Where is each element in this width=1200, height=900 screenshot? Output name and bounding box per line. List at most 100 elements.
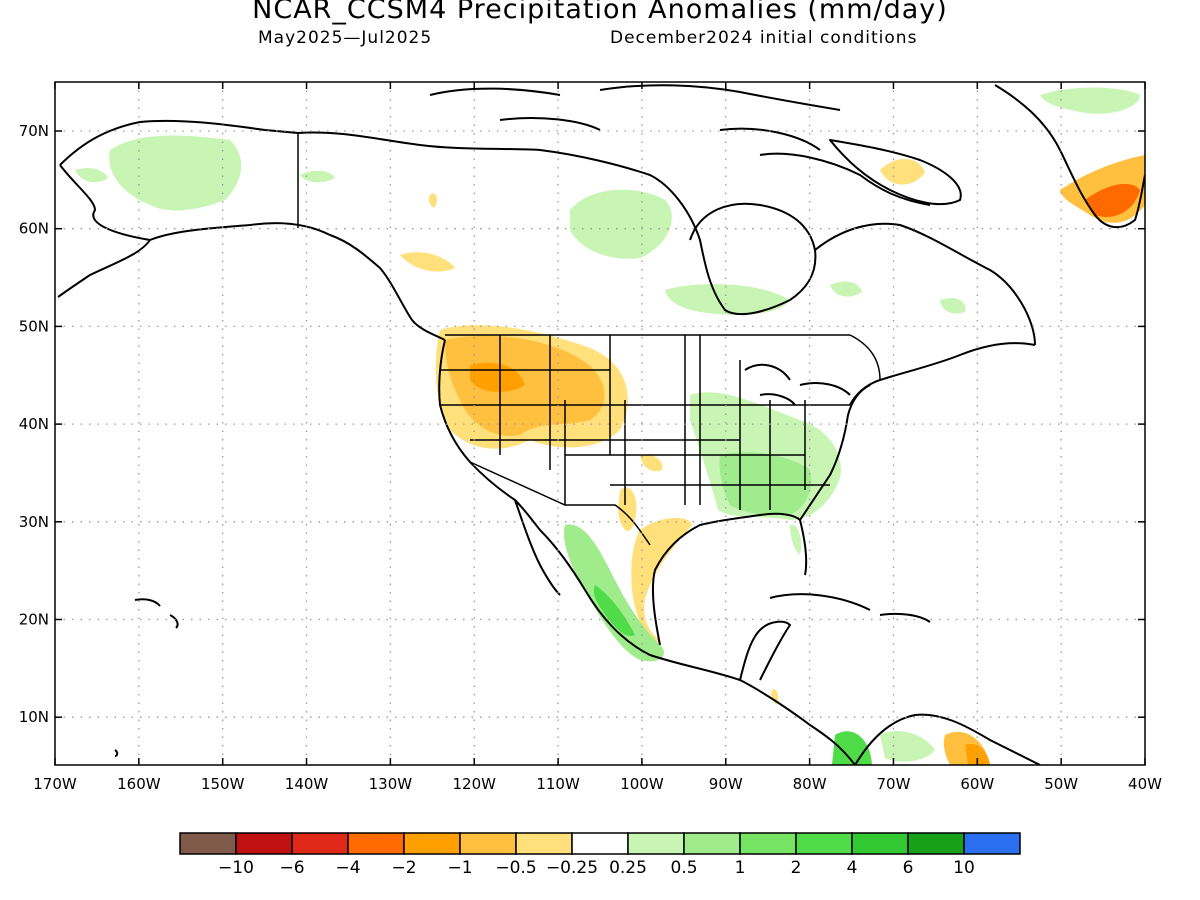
legend-label: −0.25 xyxy=(546,858,598,878)
lon-label: 160W xyxy=(117,775,161,793)
coast-hawaii xyxy=(114,598,179,757)
coast-south-america xyxy=(854,713,1041,765)
axis-ticks xyxy=(54,82,1146,765)
lon-label: 60W xyxy=(960,775,994,793)
lon-label: 50W xyxy=(1044,775,1078,793)
anomaly-labrador-wet xyxy=(940,298,966,314)
coast-mexico-pacific xyxy=(539,529,856,765)
lat-label: 50N xyxy=(19,317,49,335)
anomaly-ontario-wet xyxy=(665,284,790,315)
coast-alaska xyxy=(57,119,299,298)
legend-swatch xyxy=(459,832,517,855)
color-legend: −10 −6 −4 −2 −1 −0.5 −0.25 0.25 0.5 1 2 4 6 10 xyxy=(179,832,1021,878)
legend-swatch xyxy=(571,832,629,855)
anomaly-nunavut-wet xyxy=(570,189,672,259)
legend-swatch xyxy=(739,832,797,855)
anomaly-alaska-wet xyxy=(109,135,242,211)
lat-label: 20N xyxy=(19,611,49,629)
legend-label: 0.25 xyxy=(609,858,647,878)
legend-swatch xyxy=(963,832,1021,855)
coast-gulf xyxy=(651,512,808,646)
coast-cuba xyxy=(769,593,871,611)
anomaly-quebec-wet xyxy=(830,281,862,297)
anomaly-alaska-wet-2 xyxy=(75,167,108,183)
lon-label: 120W xyxy=(452,775,496,793)
axis-labels: 70N 60N 50N 40N 30N 20N 10N 170W 160W 150W 140W 130… xyxy=(19,122,1162,793)
anomaly-west-mexico-wet xyxy=(564,524,664,662)
lon-label: 110W xyxy=(536,775,580,793)
coast-arctic-mainland xyxy=(297,131,791,316)
coast-baffin xyxy=(829,139,962,206)
coast-labrador xyxy=(814,222,1036,346)
coast-hispaniola xyxy=(879,612,931,623)
lat-label: 40N xyxy=(19,415,49,433)
anomaly-florida-wet xyxy=(790,524,802,555)
legend-swatch xyxy=(403,832,461,855)
coast-us-east xyxy=(799,384,871,521)
lon-label: 80W xyxy=(793,775,827,793)
map-plot-area xyxy=(57,84,1145,765)
lat-label: 10N xyxy=(19,708,49,726)
legend-label: −4 xyxy=(335,858,360,878)
legend-label: −2 xyxy=(391,858,416,878)
lon-label: 100W xyxy=(620,775,664,793)
lon-label: 150W xyxy=(201,775,245,793)
border-us-canada xyxy=(445,334,881,381)
legend-label: 4 xyxy=(847,858,858,878)
legend-swatch xyxy=(515,832,573,855)
lon-label: 90W xyxy=(709,775,743,793)
forecast-period: May2025—Jul2025 xyxy=(258,28,433,48)
coast-yucatan xyxy=(739,620,791,681)
anomaly-baffin-dry xyxy=(880,158,925,185)
anomaly-yukon-dry xyxy=(428,193,437,208)
lon-label: 70W xyxy=(877,775,911,793)
legend-swatch xyxy=(291,832,349,855)
legend-label: 2 xyxy=(791,858,802,878)
anomaly-colombia-wet xyxy=(832,731,872,765)
legend-swatch xyxy=(683,832,741,855)
coast-great-lakes xyxy=(744,363,851,406)
legend-label: 6 xyxy=(903,858,914,878)
legend-swatch xyxy=(795,832,853,855)
coastlines xyxy=(57,84,1145,765)
anomaly-texas-dry xyxy=(631,518,692,642)
legend-label: 0.5 xyxy=(670,858,697,878)
legend-swatch xyxy=(907,832,965,855)
legend-swatch xyxy=(235,832,293,855)
coast-baja xyxy=(514,499,561,596)
lon-label: 140W xyxy=(285,775,329,793)
anomaly-greenland-dry-2 xyxy=(1085,183,1140,218)
coast-greenland xyxy=(994,84,1145,229)
border-states-horizontal xyxy=(440,369,850,486)
anomaly-west-mexico-strong xyxy=(593,585,635,636)
legend-label: −1 xyxy=(447,858,472,878)
legend-swatch xyxy=(851,832,909,855)
anomaly-bc-dry xyxy=(400,252,455,272)
anomaly-greenland-wet xyxy=(1040,87,1140,114)
anomaly-yukon-wet xyxy=(300,170,335,183)
anomaly-newmexico-dry xyxy=(640,454,663,472)
graticule xyxy=(55,82,1145,765)
legend-label: −0.5 xyxy=(495,858,536,878)
legend-label: −10 xyxy=(218,858,254,878)
coast-quebec-east xyxy=(849,342,1036,406)
anomaly-southeast-wet xyxy=(719,452,812,515)
legend-label: 10 xyxy=(953,858,975,878)
map-title: NCAR_CCSM4 Precipitation Anomalies (mm/d… xyxy=(252,0,948,25)
legend-swatch xyxy=(627,832,685,855)
lon-label: 40W xyxy=(1128,775,1162,793)
lat-label: 60N xyxy=(19,220,49,238)
legend-label: 1 xyxy=(735,858,746,878)
coast-hudson-bay xyxy=(689,202,817,301)
anomaly-venezuela-wet xyxy=(880,730,935,762)
coast-us-west xyxy=(438,339,541,531)
coast-arctic-islands xyxy=(429,84,931,206)
lat-label: 30N xyxy=(19,513,49,531)
initial-conditions: December2024 initial conditions xyxy=(610,28,918,48)
legend-swatch xyxy=(347,832,405,855)
lat-label: 70N xyxy=(19,122,49,140)
legend-swatch xyxy=(179,832,237,855)
legend-label: −6 xyxy=(279,858,304,878)
lon-label: 170W xyxy=(33,775,77,793)
